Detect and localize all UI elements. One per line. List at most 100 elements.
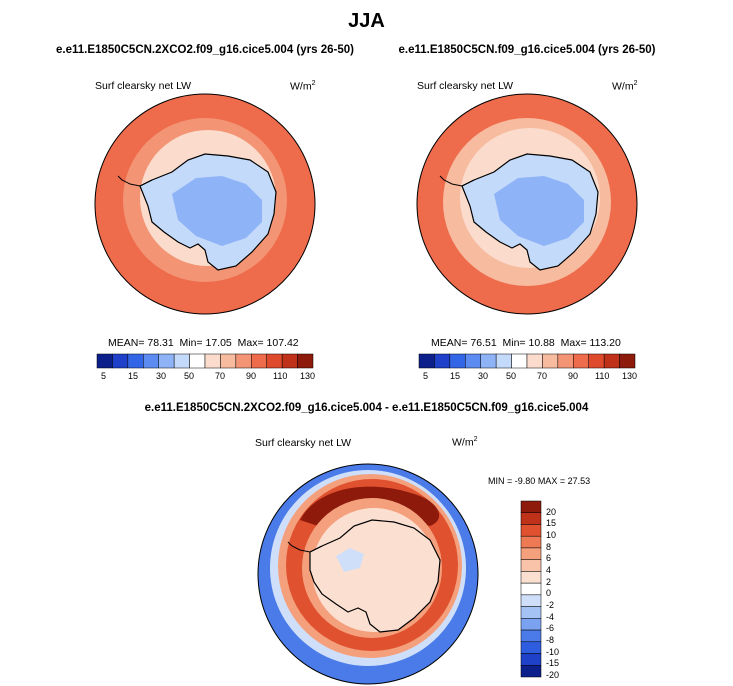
colorbar-swatch (158, 353, 175, 369)
colorbar-swatch (520, 641, 542, 654)
cb2-tick: 30 (478, 371, 489, 381)
colorbar-swatch (480, 353, 497, 369)
colorbar-swatch (449, 353, 466, 369)
cb1-tick: 5 (101, 371, 107, 381)
colorbar-swatch (520, 524, 542, 537)
colorbar-swatch (520, 535, 542, 549)
colorbar-swatch (189, 353, 206, 369)
colorbar-swatch (251, 353, 267, 369)
colorbar-swatch (520, 500, 542, 513)
cb2-tick: 70 (537, 371, 548, 381)
panel3-peninsula (287, 541, 323, 553)
colorbar-swatch (465, 353, 481, 369)
cb2-tick: 90 (568, 371, 579, 381)
colorbar-swatch (173, 353, 190, 369)
panel2-variable-label: Surf clearsky net LW (417, 80, 514, 92)
panel2-colorbar (418, 353, 636, 369)
cb3-tick: 4 (546, 565, 552, 575)
panel1-colorbar-ticks: 5 15 30 50 70 90 110 130 (97, 371, 316, 383)
cb3-tick: -2 (546, 600, 555, 610)
panel1-ice-interior (172, 176, 262, 246)
cb3-tick: -6 (546, 623, 555, 633)
colorbar-swatch (235, 353, 252, 369)
panel1-peninsula (117, 175, 153, 187)
colorbar-swatch (526, 353, 543, 369)
panel3-ocean-outer (258, 464, 478, 684)
panel2-ocean-band (443, 118, 611, 286)
panel1-stats: MEAN= 78.31 Min= 17.05 Max= 107.42 (108, 337, 299, 349)
cb1-tick: 110 (273, 371, 288, 381)
panel2-units: W/m2 (612, 80, 638, 93)
panel2-ocean-outer (417, 94, 637, 314)
colorbar-swatch (603, 353, 620, 369)
panel1-title: e.e11.E1850C5CN.2XCO2.f09_g16.cice5.004 … (56, 44, 354, 56)
colorbar-swatch (520, 582, 542, 596)
cb3-tick: 20 (546, 507, 557, 517)
colorbar-swatch (220, 353, 237, 369)
cb3-tick: 2 (546, 577, 552, 587)
colorbar-swatch (520, 665, 542, 678)
colorbar-swatch (297, 353, 314, 369)
cb1-tick: 30 (156, 371, 167, 381)
cb2-tick: 130 (622, 371, 638, 381)
panel1-antarctica (139, 153, 277, 271)
panel1-variable-label: Surf clearsky net LW (95, 80, 192, 92)
colorbar-swatch (588, 353, 605, 369)
colorbar-swatch (520, 512, 542, 525)
panel3-near-coast (312, 508, 436, 632)
panel3-antarctica (309, 519, 441, 633)
panel2-ice-interior (494, 176, 584, 246)
colorbar-swatch (434, 353, 451, 369)
colorbar-swatch (520, 653, 542, 666)
colorbar-swatch (112, 353, 129, 369)
cb3-tick: -10 (546, 647, 560, 657)
colorbar-swatch (520, 559, 542, 572)
panel2-stats: MEAN= 76.51 Min= 10.88 Max= 113.20 (431, 337, 621, 349)
panel3-ring-peak (300, 486, 440, 530)
colorbar-swatch (266, 353, 283, 369)
colorbar-swatch (96, 353, 113, 369)
colorbar-swatch (520, 618, 542, 631)
colorbar-swatch (520, 547, 542, 560)
colorbar-swatch (542, 353, 559, 369)
cb1-tick: 130 (300, 371, 316, 381)
panel3-map-border (257, 463, 479, 685)
cb3-tick: -15 (546, 658, 560, 668)
colorbar-swatch (281, 353, 298, 369)
colorbar-swatch (204, 353, 221, 369)
cb2-tick: 110 (595, 371, 610, 381)
cb1-tick: 90 (246, 371, 257, 381)
cb3-tick: -4 (546, 612, 555, 622)
panel2-peninsula (439, 175, 475, 187)
panel3-ring-strong (286, 479, 458, 651)
colorbar-swatch (573, 353, 589, 369)
cb3-tick: -20 (546, 670, 560, 680)
panel1-ocean-inner (140, 130, 276, 266)
panel3-colorbar (520, 500, 542, 678)
colorbar-swatch (520, 594, 542, 607)
cb3-tick: 8 (546, 542, 552, 552)
panel3-colorbar-ticks: 20 15 10 8 6 4 2 0 -2 -4 -6 -8 -10 -15 -… (546, 501, 576, 680)
panel2-ocean-inner (460, 128, 600, 268)
cb3-tick: 6 (546, 553, 552, 563)
panel1-map-border (94, 93, 316, 315)
panel2-title: e.e11.E1850C5CN.f09_g16.cice5.004 (yrs 2… (398, 44, 656, 56)
colorbar-swatch (127, 353, 144, 369)
colorbar-swatch (418, 353, 435, 369)
colorbar-swatch (143, 353, 159, 369)
panel2-colorbar-ticks: 5 15 30 50 70 90 110 130 (419, 371, 638, 383)
colorbar-swatch (520, 629, 542, 643)
cb3-tick: 10 (546, 530, 557, 540)
panel3-units: W/m2 (452, 436, 478, 449)
cb1-tick: 70 (215, 371, 226, 381)
panel1-ocean-band (123, 118, 287, 282)
cb3-tick: 0 (546, 588, 552, 598)
panel3-ice-patch (336, 548, 364, 572)
colorbar-swatch (557, 353, 574, 369)
cb2-tick: 5 (423, 371, 429, 381)
panel3-stats: MIN = -9.80 MAX = 27.53 (488, 476, 591, 486)
cb1-tick: 50 (184, 371, 195, 381)
cb3-tick: -8 (546, 635, 555, 645)
panel1-colorbar (96, 353, 314, 369)
panel1-units: W/m2 (290, 80, 316, 93)
